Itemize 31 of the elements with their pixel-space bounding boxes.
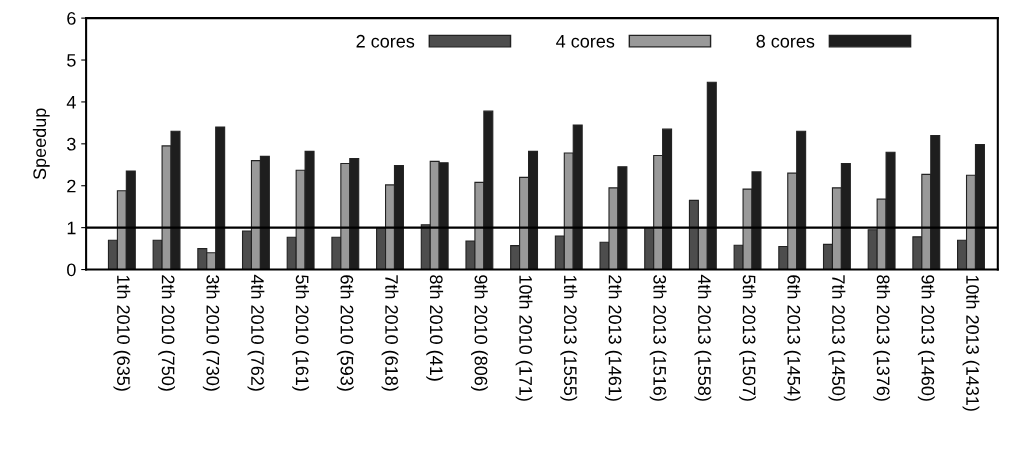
- y-tick-label: 1: [67, 221, 76, 235]
- y-axis-title: Speedup: [32, 108, 50, 180]
- x-tick-label: 6th 2010 (593): [336, 275, 354, 391]
- x-tick-label: 9th 2013 (1460): [917, 275, 935, 401]
- x-tick-label: 3th 2010 (730): [202, 275, 220, 391]
- x-tick-label: 2th 2010 (750): [158, 275, 175, 391]
- x-tick-label: 4th 2013 (1558): [694, 274, 712, 401]
- x-tick-label: 5th 2013 (1507): [739, 275, 756, 401]
- y-tick-label: 0: [67, 263, 76, 277]
- y-tick-label: 3: [67, 137, 76, 151]
- x-tick-label: 3th 2013 (1516): [649, 275, 667, 401]
- legend-label: 8 cores: [756, 34, 815, 48]
- legend-label: 2 cores: [356, 34, 415, 48]
- y-tick-label: 2: [67, 179, 76, 193]
- x-tick-label: 2th 2013 (1461): [605, 275, 622, 401]
- x-tick-label: 10th 2010 (171): [515, 275, 533, 401]
- y-tick-label: 4: [66, 96, 76, 109]
- y-tick-label: 5: [67, 54, 76, 67]
- y-tick-label: 6: [67, 12, 76, 25]
- x-tick-label: 8th 2010 (41): [426, 275, 444, 381]
- legend-label: 4 cores: [556, 35, 615, 48]
- x-tick-label: 8th 2013 (1376): [873, 275, 891, 401]
- x-tick-label: 7th 2013 (1450): [828, 275, 846, 401]
- x-tick-label: 9th 2010 (806): [470, 275, 488, 391]
- x-tick-label: 1th 2013 (1555): [560, 275, 578, 401]
- x-tick-label: 10th 2013 (1431): [962, 275, 980, 411]
- x-tick-label: 4th 2010 (762): [247, 274, 265, 391]
- x-tick-label: 6th 2013 (1454): [783, 275, 801, 401]
- x-tick-label: 1th 2010 (635): [113, 275, 131, 391]
- x-tick-label: 5th 2010 (161): [292, 275, 310, 391]
- x-tick-label: 7th 2010 (618): [381, 275, 399, 391]
